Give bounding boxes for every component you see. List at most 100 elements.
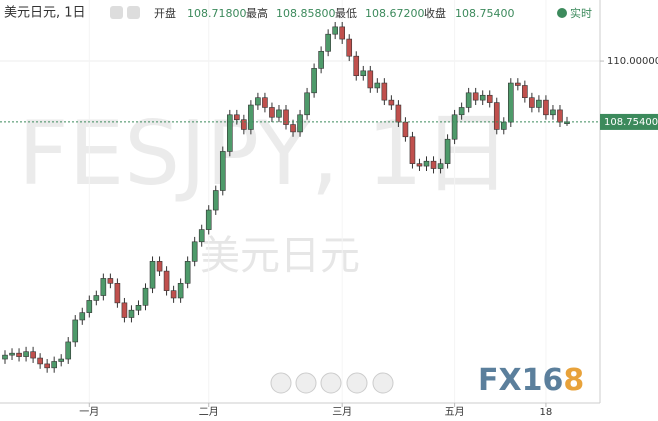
candle-body <box>367 70 374 89</box>
last-price-box <box>600 113 658 130</box>
candle-body <box>16 352 22 357</box>
x-tick-label: 一月 <box>79 406 99 418</box>
candle-body <box>318 50 324 69</box>
low-label: 最低 <box>335 7 357 20</box>
candle-body <box>170 290 177 299</box>
candle-body <box>360 70 367 77</box>
candle-body <box>346 38 353 57</box>
close-label: 收盘 <box>424 6 446 20</box>
candle-body <box>184 261 191 284</box>
candle-body <box>536 99 542 108</box>
settings-button[interactable] <box>110 6 123 19</box>
candle-body <box>522 85 528 98</box>
candle-body <box>479 94 486 101</box>
candle-body <box>486 94 493 103</box>
candle-body <box>276 109 282 118</box>
candle-body <box>248 104 254 130</box>
close-button[interactable] <box>127 6 140 19</box>
candle-body <box>395 104 402 123</box>
watermark-symbol: FESJPY, 1日 <box>18 102 511 205</box>
candle-body <box>2 354 8 360</box>
candle-body <box>135 305 142 311</box>
candle-body <box>198 229 205 243</box>
candle-body <box>402 121 409 138</box>
candle-body <box>430 160 437 169</box>
zoom-out[interactable] <box>295 372 317 394</box>
candle-body <box>332 26 338 35</box>
plot-area <box>0 0 600 403</box>
candle-body <box>416 163 423 167</box>
candle-body <box>458 107 465 116</box>
candle-body <box>100 278 107 296</box>
logo: FX168 <box>478 363 584 398</box>
candle-body <box>149 261 156 289</box>
candle-body <box>9 352 15 356</box>
candle-body <box>177 283 184 299</box>
symbol: 美元日元, 1日 <box>4 6 86 21</box>
candle-body <box>255 97 261 106</box>
candle-body <box>444 138 451 164</box>
x-tick-label: 二月 <box>199 406 219 418</box>
candle-body <box>142 287 149 306</box>
candle-body <box>23 351 29 357</box>
candle-body <box>290 124 296 133</box>
candle-body <box>515 82 521 86</box>
realtime-icon[interactable] <box>557 8 567 18</box>
high-label: 最高 <box>246 6 268 20</box>
y-tick-label: 110.00000 <box>607 56 658 67</box>
watermark: FESJPY, 1日 美元日元 <box>18 102 511 279</box>
candle-body <box>550 109 556 116</box>
candle-body <box>311 68 317 94</box>
logo-main: FX16 <box>478 363 563 398</box>
candle-body <box>437 163 444 169</box>
candle-body <box>564 121 570 124</box>
header: 美元日元, 1日 开盘 108.71800 最高 108.85800 最低 10… <box>4 6 592 21</box>
scroll-left[interactable] <box>270 372 292 394</box>
candle-body <box>219 151 226 191</box>
candle-body <box>121 302 128 318</box>
candle-body <box>128 309 135 318</box>
candle-body <box>212 190 219 211</box>
open-label: 开盘 <box>154 6 176 20</box>
candle-body <box>227 114 233 152</box>
candle-body <box>353 55 360 77</box>
candle-body <box>465 92 472 108</box>
scroll-right[interactable] <box>372 372 394 394</box>
candle-body <box>205 209 212 230</box>
candle-body <box>451 114 458 140</box>
candle-body <box>65 341 72 360</box>
logo-accent: 8 <box>563 363 584 398</box>
logo-text: FX168 <box>478 363 584 398</box>
candle-body <box>30 351 36 359</box>
candle-body <box>234 114 240 120</box>
candle-body <box>114 283 121 304</box>
candle-body <box>107 278 114 284</box>
candle-body <box>156 261 163 272</box>
candle-body <box>58 358 65 362</box>
reset[interactable] <box>320 372 342 394</box>
candle-body <box>557 109 563 123</box>
candle-body <box>507 82 514 123</box>
candle-body <box>269 107 275 118</box>
candle-body <box>529 97 535 108</box>
x-tick-label: 三月 <box>332 406 352 418</box>
candle-body <box>388 99 395 106</box>
candle-body <box>51 361 57 369</box>
close-value: 108.75400 <box>455 7 515 20</box>
realtime-button[interactable]: 实时 <box>570 6 592 20</box>
candle-body <box>44 363 50 369</box>
candle-body <box>79 312 86 321</box>
candle-body <box>493 102 500 130</box>
watermark-name: 美元日元 <box>200 233 360 279</box>
candle-body <box>241 119 247 130</box>
candle-body <box>423 160 430 167</box>
x-tick-label: 18 <box>540 407 553 418</box>
candle-body <box>381 82 388 101</box>
nav-buttons <box>270 372 394 394</box>
zoom-in[interactable] <box>346 372 368 394</box>
candle-body <box>472 92 479 101</box>
candle-body <box>543 99 549 116</box>
candle-body <box>93 295 100 301</box>
